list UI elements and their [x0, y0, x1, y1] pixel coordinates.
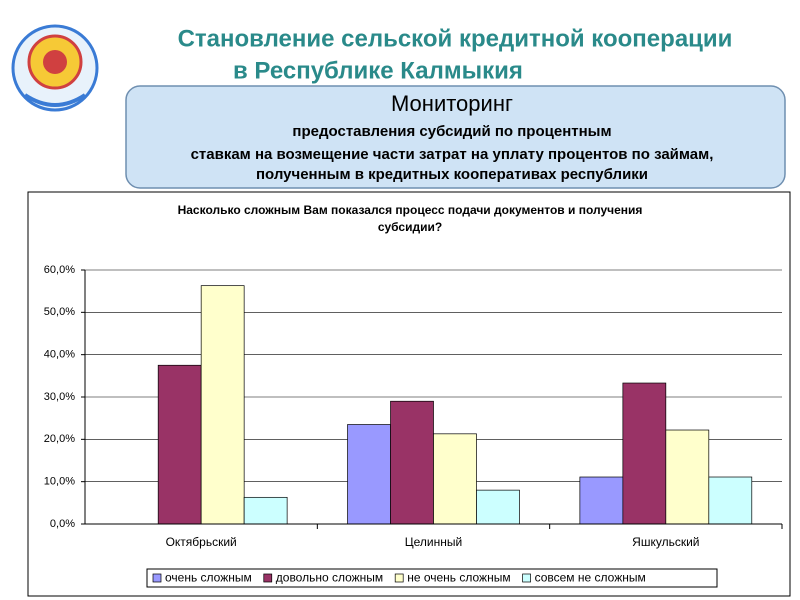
legend-swatch [152, 573, 162, 583]
y-tick-label: 30,0% [44, 391, 75, 403]
box-line: ставкам на возмещение части затрат на уп… [191, 146, 714, 163]
bar [708, 476, 753, 525]
x-tick-label: Октябрьский [166, 535, 237, 549]
y-tick-label: 40,0% [44, 349, 75, 361]
legend-swatch [522, 573, 531, 583]
y-tick-label: 60,0% [44, 264, 75, 276]
box-heading: Мониторинг [391, 91, 513, 116]
bar [347, 424, 391, 525]
bar [665, 429, 710, 525]
bar [433, 433, 477, 525]
bar [622, 382, 667, 525]
box-line: предоставления субсидий по процентным [292, 123, 611, 140]
legend-label: не очень сложным [407, 571, 510, 585]
y-tick-label: 0,0% [50, 518, 75, 530]
legend-swatch [394, 573, 404, 583]
bar [390, 400, 434, 525]
legend-label: довольно сложным [276, 571, 383, 585]
y-tick-label: 50,0% [44, 306, 75, 318]
bar [579, 476, 624, 525]
legend-label: совсем не сложным [535, 571, 646, 585]
info-box [125, 85, 786, 189]
chart-title: субсидии? [378, 220, 442, 234]
chart-title: Насколько сложным Вам показался процесс … [178, 203, 643, 217]
slide-title: Становление сельской кредитной коопераци… [178, 25, 733, 52]
slide-title: в Республике Калмыкия [233, 57, 523, 84]
legend-swatch [263, 573, 273, 583]
box-line: полученным в кредитных кооперативах респ… [256, 166, 648, 183]
bar [243, 496, 288, 525]
bar [200, 285, 245, 525]
emblem [11, 24, 99, 112]
legend-box [146, 568, 718, 588]
y-tick-label: 20,0% [44, 433, 75, 445]
y-tick-label: 10,0% [44, 476, 75, 488]
x-tick-label: Яшкульский [632, 535, 699, 549]
bar [157, 364, 202, 525]
legend-label: очень сложным [165, 571, 252, 585]
x-tick-label: Целинный [405, 535, 462, 549]
bar [476, 489, 520, 525]
